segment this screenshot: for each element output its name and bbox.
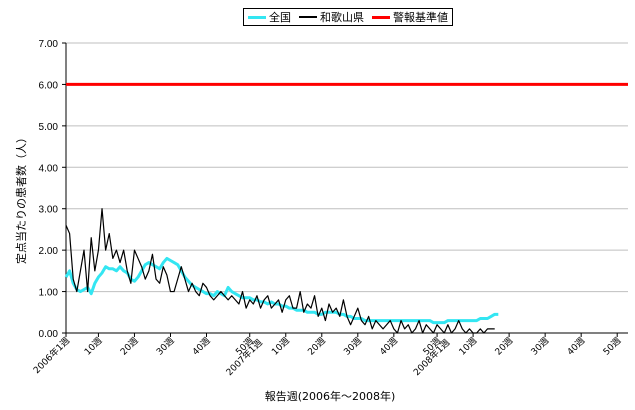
x-tick-label: 10週 [270, 335, 292, 357]
x-tick-label: 40週 [190, 335, 212, 357]
x-tick-label: 30週 [342, 335, 364, 357]
x-tick-label: 20週 [493, 335, 515, 357]
legend-swatch-wakayama [299, 16, 317, 18]
legend-label-wakayama: 和歌山県 [320, 11, 364, 24]
series-line-wakayama [65, 208, 495, 334]
x-tick-label: 30週 [154, 335, 176, 357]
y-tick-label: 7.00 [39, 39, 59, 50]
x-tick-label: 50週 [601, 335, 623, 357]
x-tick-label: 40週 [565, 335, 587, 357]
x-tick-label: 40週 [378, 335, 400, 357]
y-tick-label: 2.00 [39, 246, 59, 257]
y-tick-label: 3.00 [39, 205, 59, 216]
x-tick-label: 20週 [118, 335, 140, 357]
y-tick-label: 6.00 [39, 80, 59, 91]
legend-swatch-alert [372, 15, 390, 19]
x-tick-label: 2006年1週 [31, 335, 72, 376]
legend: 全国 和歌山県 警報基準値 [243, 8, 453, 26]
legend-label-alert: 警報基準値 [393, 11, 448, 24]
x-tick-label: 30週 [529, 335, 551, 357]
legend-item-wakayama: 和歌山県 [299, 9, 364, 25]
legend-label-national: 全国 [269, 11, 291, 24]
x-tick-label: 20週 [306, 335, 328, 357]
y-tick-label: 5.00 [39, 122, 59, 133]
x-tick-label: 10週 [457, 335, 479, 357]
legend-item-alert: 警報基準値 [372, 9, 448, 25]
y-tick-label: 1.00 [39, 288, 59, 299]
x-tick-label: 10週 [82, 335, 104, 357]
y-axis-title: 定点当たりの患者数（人） [15, 132, 28, 264]
legend-swatch-national [248, 15, 266, 19]
series-line-national [64, 256, 499, 325]
y-tick-label: 4.00 [39, 163, 59, 174]
legend-item-national: 全国 [248, 9, 291, 25]
y-tick-label: 0.00 [39, 329, 59, 340]
x-axis-title: 報告週(2006年〜2008年) [264, 390, 396, 403]
